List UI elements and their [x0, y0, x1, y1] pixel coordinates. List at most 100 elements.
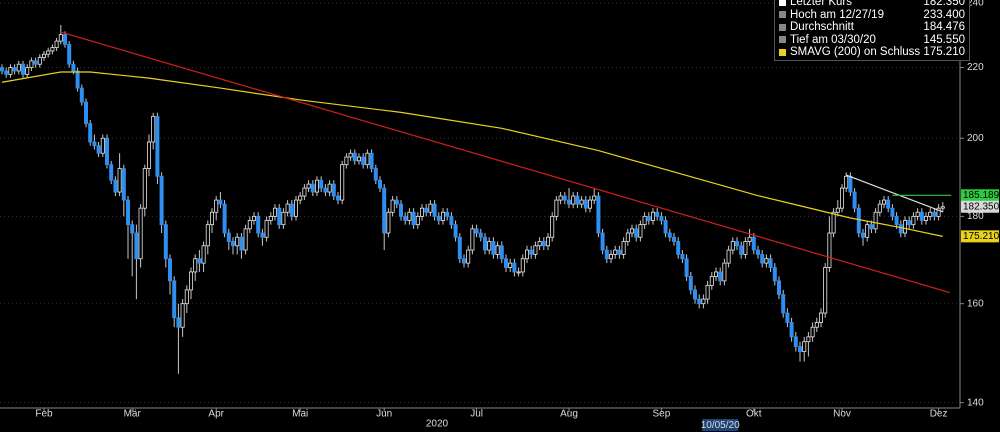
candle-body: [676, 241, 681, 255]
candle-body: [714, 271, 719, 277]
candle-body: [798, 346, 803, 352]
candle-body: [58, 34, 63, 42]
candle-body: [756, 249, 761, 255]
candle-body: [0, 67, 4, 72]
candle-body: [785, 312, 790, 323]
candle-body: [541, 241, 546, 247]
candle-body: [75, 70, 80, 89]
candle-body: [209, 211, 214, 226]
candle-body: [701, 298, 706, 305]
candle-body: [251, 215, 256, 221]
candle-body: [793, 336, 798, 348]
candle-body: [924, 215, 929, 221]
candle-body: [680, 253, 685, 260]
candle-body: [735, 241, 740, 247]
candle-body: [105, 137, 110, 166]
candle-body: [37, 57, 42, 65]
candle-body: [638, 224, 643, 238]
candle-body: [126, 199, 131, 226]
y-tick-label: 220: [967, 62, 984, 73]
candle-body: [709, 275, 714, 286]
candle-body: [613, 249, 618, 255]
candle-body: [411, 211, 416, 226]
candle-body: [50, 47, 55, 52]
candle-body: [172, 280, 177, 319]
candle-body: [928, 211, 933, 217]
candle-body: [600, 232, 605, 251]
candle-body: [667, 232, 672, 238]
candle-body: [201, 245, 206, 264]
candle-body: [394, 199, 399, 205]
candle-body: [768, 258, 773, 268]
legend-row: Letzter Kurs 182.350: [779, 0, 965, 9]
candle-body: [499, 245, 504, 260]
candle-body: [772, 267, 777, 282]
legend-row: Hoch am 12/27/19 233.400: [779, 9, 965, 22]
candle-body: [491, 241, 496, 255]
candle-body: [747, 236, 752, 242]
candle-body: [898, 224, 903, 234]
legend-value: 175.210: [923, 46, 965, 59]
y-tick-label: 200: [967, 133, 984, 144]
candle-body: [659, 215, 664, 221]
candle-body: [764, 258, 769, 264]
candle-body: [873, 211, 878, 230]
x-tick-label: Dez: [930, 409, 948, 420]
legend-row: SMAVG (200) on Schluss 175.210: [779, 46, 965, 59]
candle-body: [344, 156, 349, 166]
candle-body: [382, 187, 387, 234]
candle-body: [449, 215, 454, 226]
candle-body: [806, 336, 811, 343]
candle-body: [861, 232, 866, 238]
candle-body: [180, 303, 185, 328]
candle-body: [424, 207, 429, 213]
x-tick-label: Sep: [653, 409, 671, 420]
candle-body: [184, 289, 189, 305]
candle-body: [936, 207, 941, 217]
candle-body: [903, 220, 908, 234]
candle-body: [79, 87, 84, 103]
candle-body: [285, 203, 290, 213]
candle-body: [386, 211, 391, 234]
price-marker: [961, 189, 999, 202]
candle-body: [882, 199, 887, 205]
candle-body: [25, 67, 30, 75]
candle-body: [604, 249, 609, 260]
candle-body: [718, 271, 723, 282]
candle-body: [722, 262, 727, 282]
candle-body: [151, 115, 156, 143]
legend-label: Letzter Kurs: [790, 0, 852, 9]
candle-body: [281, 211, 286, 226]
candle-body: [205, 224, 210, 247]
candle-body: [197, 258, 202, 264]
candle-body: [751, 236, 756, 251]
candle-body: [533, 245, 538, 255]
legend-value: 184.476: [923, 21, 965, 34]
candle-body: [705, 284, 710, 300]
line: [1, 71, 943, 237]
candle-body: [634, 228, 639, 238]
candle-body: [760, 253, 765, 264]
candle-body: [470, 228, 475, 251]
candle-body: [33, 60, 38, 65]
candle-body: [609, 253, 614, 260]
candle-body: [138, 207, 143, 260]
candle-body: [310, 183, 315, 193]
candle-body: [167, 258, 172, 282]
candle-body: [8, 67, 13, 75]
candle-body: [558, 195, 563, 201]
price-marker: [961, 230, 999, 243]
candle-body: [865, 224, 870, 238]
candle-body: [155, 115, 160, 177]
crosshair-box: [702, 419, 739, 431]
candle-body: [176, 317, 181, 328]
candle-body: [520, 258, 525, 273]
candle-body: [642, 215, 647, 226]
line: [845, 174, 944, 213]
candle-body: [20, 63, 25, 75]
candle-body: [503, 258, 508, 268]
candle-body: [894, 215, 899, 226]
candle-body: [352, 152, 357, 162]
candle-body: [466, 249, 471, 264]
candle-body: [823, 267, 828, 314]
